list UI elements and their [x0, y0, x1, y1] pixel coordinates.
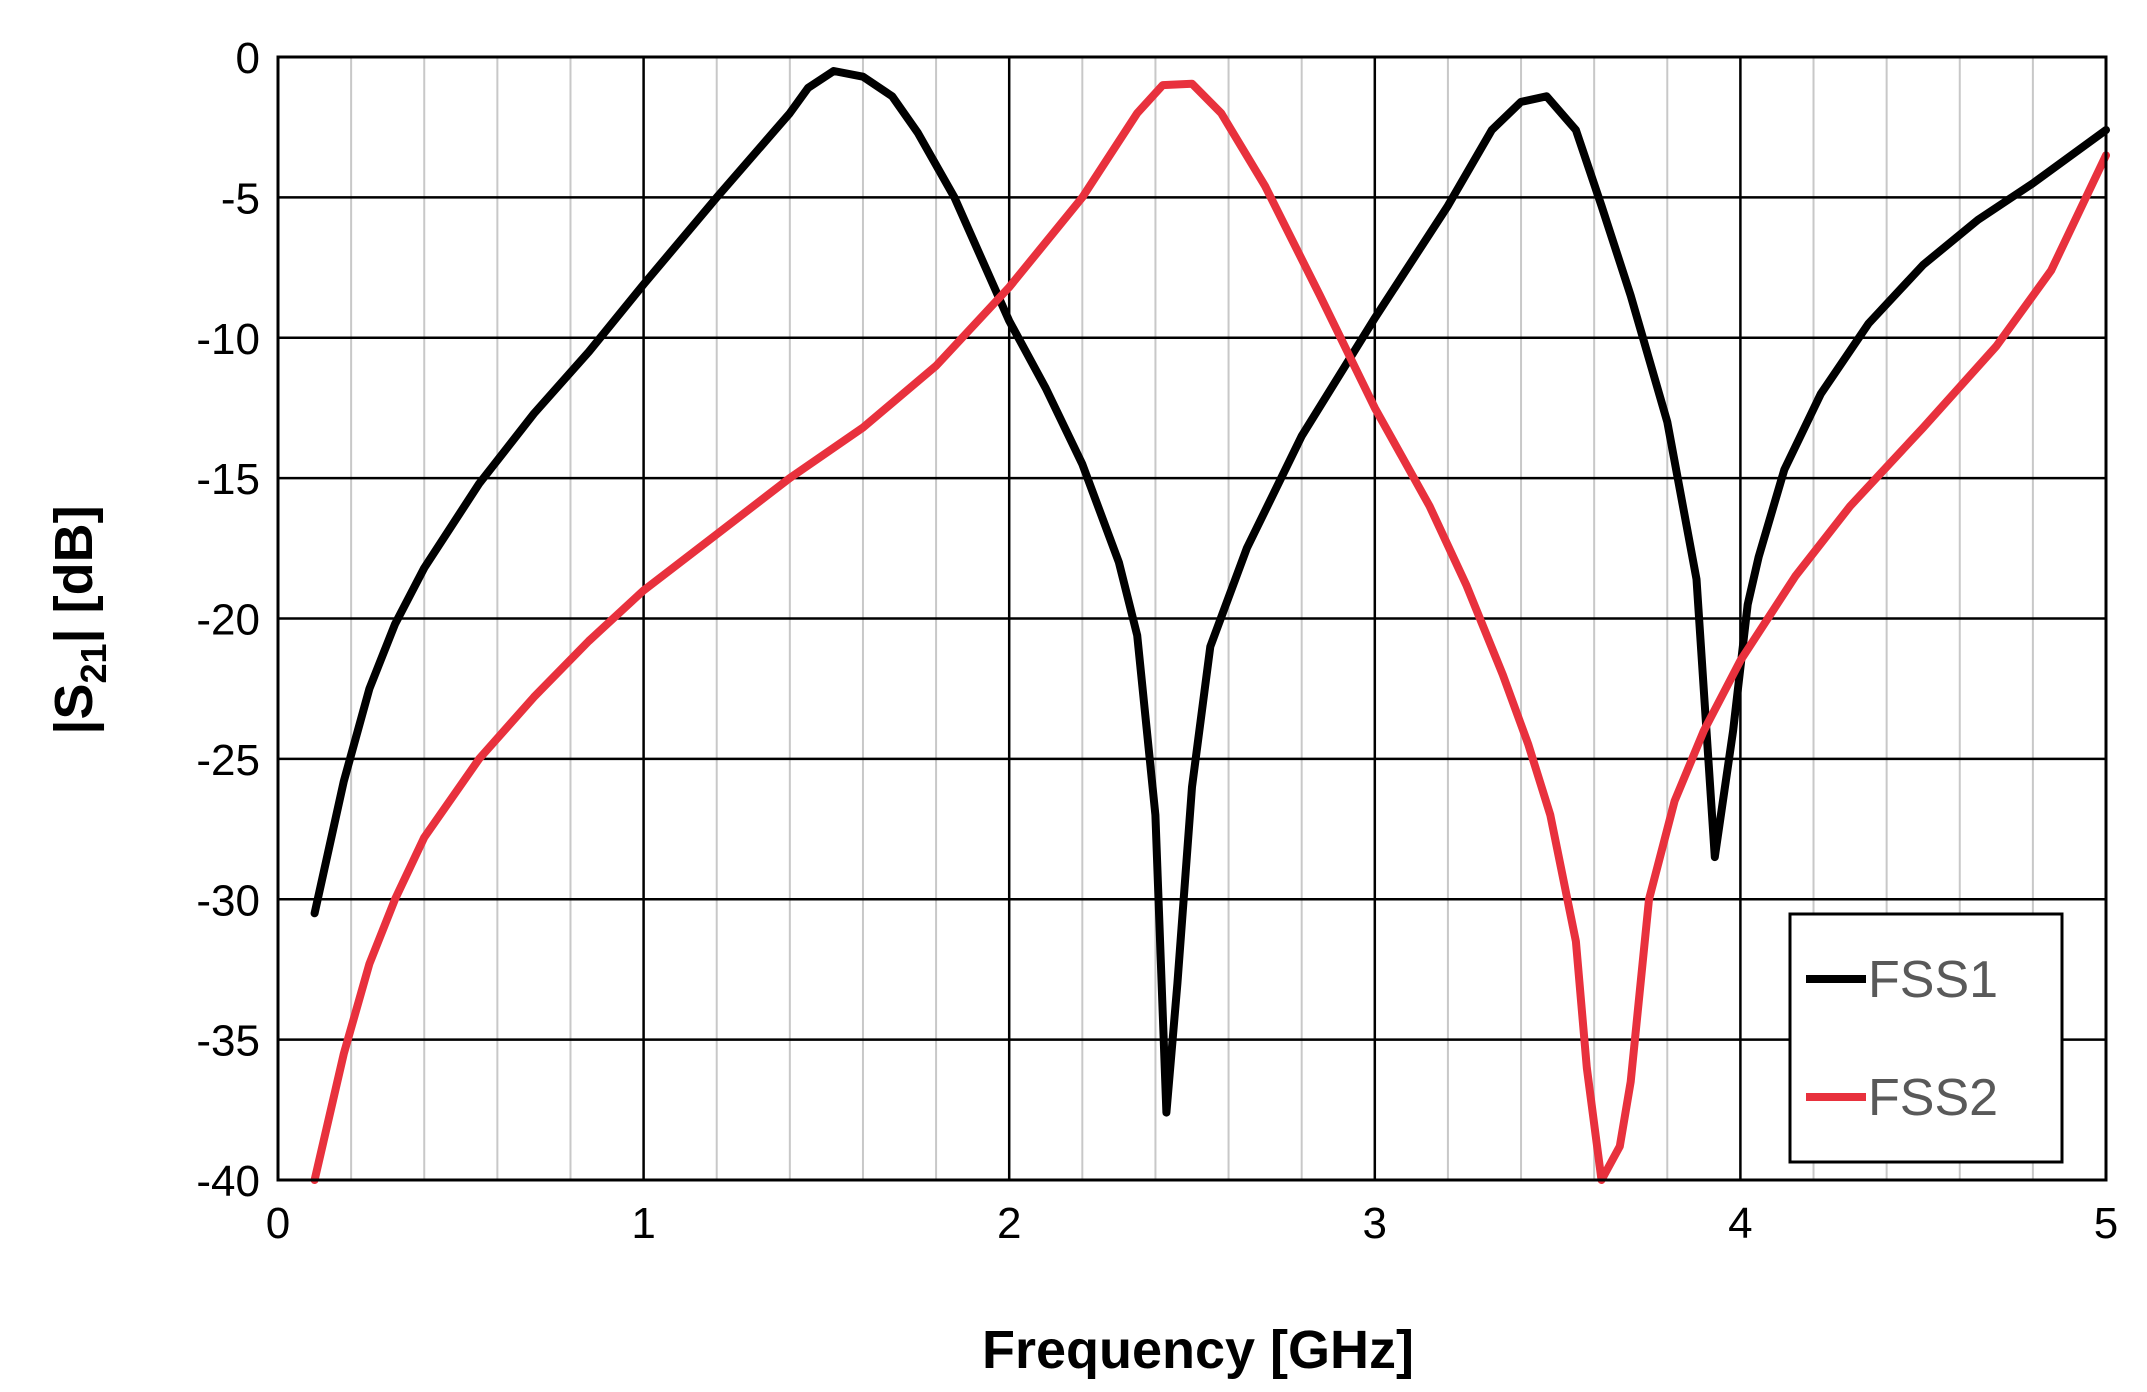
x-tick-label: 3	[1363, 1199, 1387, 1248]
series-line-fss2	[310, 79, 2110, 1184]
y-tick-label: -10	[196, 315, 260, 364]
x-axis-title: Frequency [GHz]	[982, 1320, 1414, 1380]
y-tick-labels: 0 -5 -10 -15 -20 -25 -30 -35 -40	[196, 34, 260, 1206]
y-tick-label: -20	[196, 596, 260, 645]
y-axis-title-subscript: 21	[73, 643, 114, 683]
x-tick-label: 0	[266, 1199, 290, 1248]
legend-label-fss2: FSS2	[1868, 1069, 1998, 1127]
y-tick-label: 0	[236, 34, 260, 83]
x-tick-label: 1	[631, 1199, 655, 1248]
series-lines	[310, 67, 2110, 1184]
y-tick-label: -25	[196, 736, 260, 785]
x-tick-label: 5	[2094, 1199, 2118, 1248]
plot-frame	[276, 55, 2108, 1182]
y-tick-label: -35	[196, 1017, 260, 1066]
y-tick-label: -30	[196, 876, 260, 925]
y-axis-title-main: |S	[44, 683, 105, 734]
x-tick-label: 2	[997, 1199, 1021, 1248]
legend: FSS1 FSS2	[1788, 912, 2064, 1164]
series-line-fss1	[310, 67, 2110, 1117]
y-tick-label: -40	[196, 1157, 260, 1206]
y-axis-title: |S21| [dB]	[44, 505, 114, 734]
legend-label-fss1: FSS1	[1868, 951, 1998, 1009]
y-tick-label: -5	[221, 174, 260, 223]
legend-box	[1788, 912, 2064, 1164]
x-tick-labels: 0 1 2 3 4 5	[266, 1199, 2118, 1248]
x-tick-label: 4	[1728, 1199, 1752, 1248]
y-tick-label: -15	[196, 455, 260, 504]
y-axis-title-tail: | [dB]	[44, 505, 105, 643]
